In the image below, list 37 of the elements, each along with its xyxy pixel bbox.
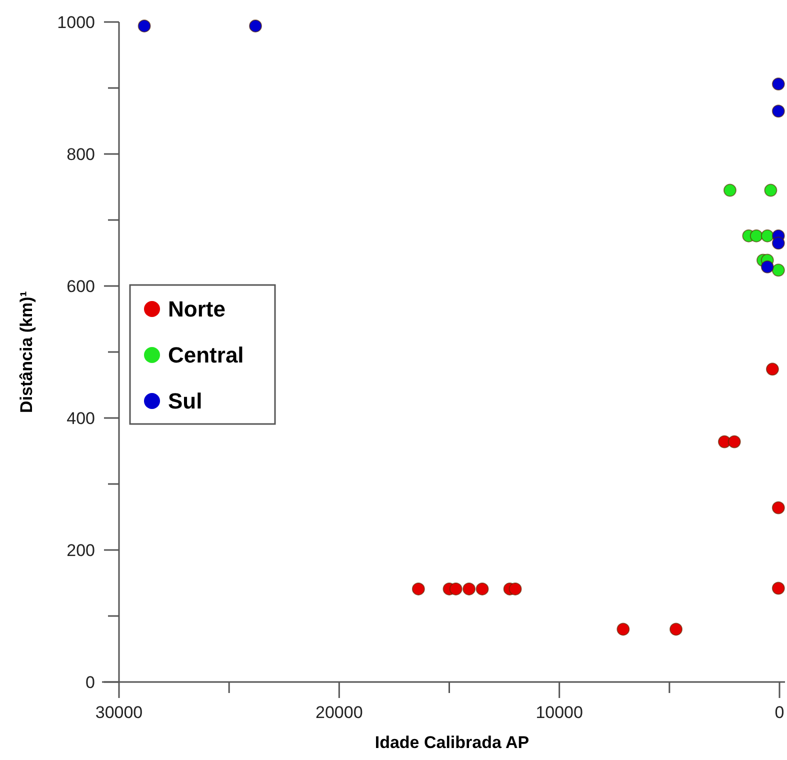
x-tick-label: 10000 <box>536 703 583 722</box>
point <box>449 582 462 596</box>
point <box>772 582 785 595</box>
point <box>772 78 785 91</box>
point <box>766 362 779 376</box>
legend-label: Sul <box>168 388 202 414</box>
y-tick-label: 200 <box>66 540 95 560</box>
point <box>772 501 785 514</box>
x-axis-title: Idade Calibrada AP <box>374 733 530 752</box>
point <box>764 184 778 197</box>
point <box>412 582 425 596</box>
legend-label: Norte <box>168 296 226 322</box>
legend-label: Central <box>168 342 244 368</box>
y-tick-label: 600 <box>66 276 95 296</box>
y-tick-label: 1000 <box>57 12 95 32</box>
point <box>138 19 151 32</box>
point <box>750 229 763 242</box>
point <box>772 264 785 277</box>
y-axis-title: Distância (km)¹ <box>17 290 36 413</box>
point <box>728 435 741 448</box>
point <box>249 19 262 32</box>
point <box>760 229 774 242</box>
y-tick-label: 400 <box>66 408 95 428</box>
point <box>462 582 476 596</box>
point <box>508 582 522 596</box>
point <box>476 582 489 596</box>
point <box>616 622 630 636</box>
x-tick-label: 20000 <box>316 703 363 722</box>
point <box>772 104 785 118</box>
point <box>760 260 774 274</box>
y-tick-label: 0 <box>86 672 95 692</box>
x-tick-label: 0 <box>774 703 784 722</box>
point <box>723 184 736 197</box>
point <box>670 622 683 636</box>
point <box>772 236 785 250</box>
y-tick-label: 800 <box>66 144 95 164</box>
x-tick-label: 30000 <box>95 703 143 722</box>
